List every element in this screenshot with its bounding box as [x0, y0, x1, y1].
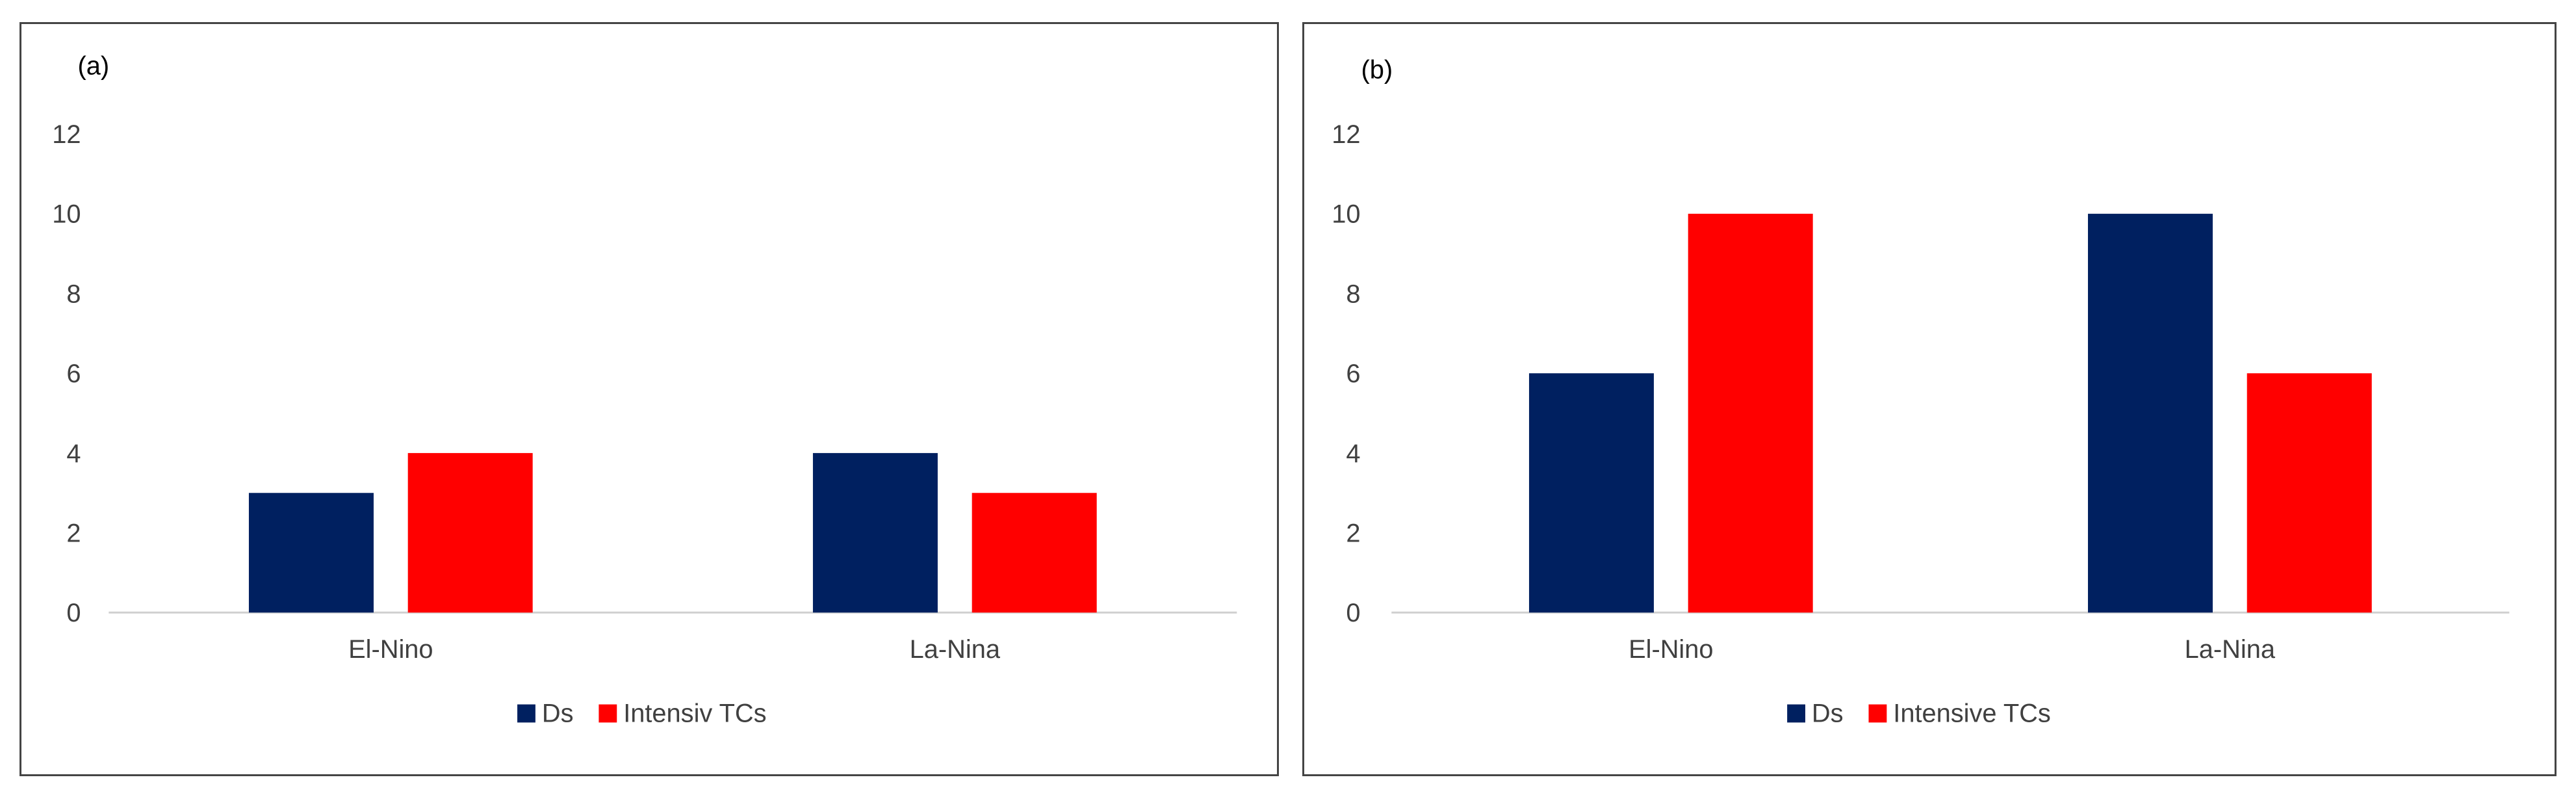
bar-intensiv-tcs-la-nina [972, 493, 1097, 613]
y-tick-label: 8 [66, 280, 81, 308]
y-tick-label: 10 [52, 200, 81, 229]
chart-panel-a: (a) 0 2 4 6 8 10 12 El-Nino La-Nina Ds Intensiv TCs [19, 22, 1279, 776]
bar-intensive-tcs-la-nina [2247, 373, 2372, 613]
bar-intensiv-tcs-el-nino [407, 452, 533, 613]
y-tick-label: 0 [1346, 599, 1360, 627]
chart-b-svg: (b) 0 2 4 6 8 10 12 El-Nino La-Nina Ds Intensive TC… [1332, 56, 2510, 727]
y-tick-label: 8 [1346, 280, 1360, 308]
legend-swatch [1868, 704, 1887, 723]
y-tick-label: 2 [1346, 519, 1360, 548]
y-tick-label: 2 [66, 519, 81, 548]
y-tick-label: 0 [66, 599, 81, 627]
chart-a-svg: (a) 0 2 4 6 8 10 12 El-Nino La-Nina Ds Intensiv TCs [52, 52, 1237, 727]
x-tick-label: La-Nina [2185, 635, 2276, 664]
y-tick-label: 4 [1346, 439, 1360, 468]
chart-panel-b: (b) 0 2 4 6 8 10 12 El-Nino La-Nina Ds Intensive TC… [1302, 22, 2557, 776]
panel-label: (b) [1361, 56, 1393, 85]
y-tick-label: 12 [52, 120, 81, 149]
legend-label: Ds [542, 699, 574, 727]
legend-swatch [1787, 704, 1805, 723]
x-tick-label: La-Nina [910, 635, 1001, 664]
legend-swatch [599, 704, 617, 723]
panel-label: (a) [78, 52, 110, 81]
bar-ds-la-nina [2087, 213, 2213, 613]
x-tick-label: El-Nino [1629, 635, 1713, 664]
y-tick-label: 10 [1332, 200, 1360, 229]
y-tick-label: 6 [66, 359, 81, 388]
bar-ds-el-nino [1528, 373, 1654, 613]
bar-intensive-tcs-el-nino [1688, 213, 1813, 613]
legend-label: Intensiv TCs [623, 699, 766, 727]
legend-swatch [517, 704, 535, 723]
legend-label: Ds [1812, 699, 1844, 727]
y-tick-label: 6 [1346, 359, 1360, 388]
legend-label: Intensive TCs [1893, 699, 2050, 727]
y-tick-label: 12 [1332, 120, 1360, 149]
bar-ds-el-nino [248, 493, 374, 613]
y-tick-label: 4 [66, 439, 81, 468]
x-tick-label: El-Nino [348, 635, 433, 664]
bar-ds-la-nina [812, 452, 938, 613]
